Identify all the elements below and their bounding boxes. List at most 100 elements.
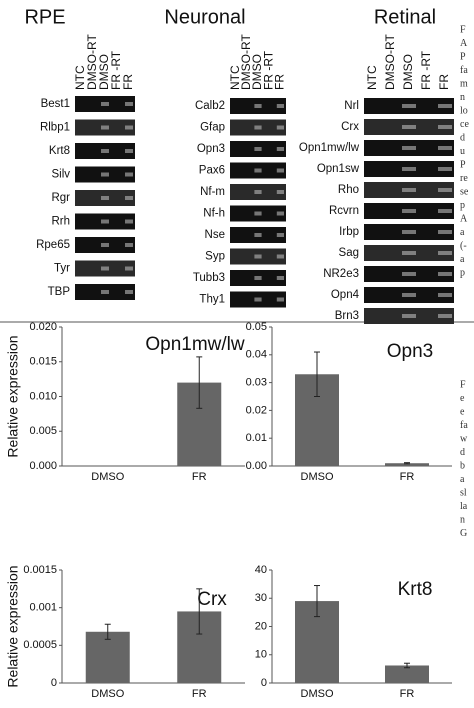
gel-band: [125, 243, 133, 247]
gel-title: Retinal: [374, 6, 436, 28]
y-tick-label: 0.005: [29, 425, 57, 437]
gel-band: [125, 102, 133, 106]
caption-fragment: A: [460, 213, 468, 224]
gel-band: [402, 209, 416, 213]
gel-band: [276, 276, 284, 280]
caption-fragment: re: [460, 173, 468, 184]
gene-label: Opn3: [197, 143, 225, 155]
lane-label: DMSO-RT: [383, 34, 397, 90]
gel-band: [254, 125, 262, 130]
gel-title: RPE: [24, 6, 65, 28]
gel-band: [254, 211, 262, 216]
caption-fragment: A: [460, 38, 468, 49]
x-tick-label: FR: [400, 471, 415, 483]
lane-label: DMSO-RT: [239, 34, 253, 90]
caption-fragment: sl: [460, 487, 467, 498]
caption-fragment: w: [460, 433, 468, 444]
gel-band: [402, 104, 416, 108]
gel-band: [254, 190, 262, 194]
error-bar: [196, 588, 203, 635]
gel-band: [402, 314, 416, 318]
x-tick-label: DMSO: [301, 471, 334, 483]
gene-label: Opn1sw: [317, 163, 360, 175]
gel-band: [101, 219, 109, 224]
lane-label: FR -RT: [109, 50, 123, 90]
gel-band: [101, 196, 109, 200]
gel-band: [101, 243, 109, 247]
gel-band: [125, 266, 133, 271]
gene-label: NR2e3: [323, 268, 359, 280]
error-bar: [314, 351, 320, 397]
lane-label: FR -RT: [261, 50, 275, 90]
lane-label: FR -RT: [419, 50, 433, 90]
y-axis-label: Relative expression: [5, 335, 21, 457]
gel-band: [438, 125, 452, 129]
lane-label: NTC: [365, 65, 379, 90]
y-tick-label: 20: [255, 620, 267, 632]
gene-label: Calb2: [195, 100, 225, 112]
y-axis-label: Relative expression: [5, 565, 21, 687]
y-tick-label: 10: [255, 649, 267, 661]
caption-fragment: G: [460, 528, 467, 539]
gene-label: Opn1mw/lw: [299, 142, 360, 154]
lane-label: DMSO: [97, 54, 111, 90]
lane-label: FR: [121, 74, 135, 90]
gel-band: [101, 125, 109, 130]
y-tick-label: 0.015: [29, 356, 57, 368]
caption-fragment: la: [460, 501, 468, 512]
gene-label: Sag: [339, 247, 359, 259]
gel-band: [438, 272, 452, 276]
gel-band: [276, 125, 284, 130]
y-tick-label: 0.05: [246, 321, 267, 333]
x-tick-label: FR: [192, 471, 207, 483]
gene-label: Tubb3: [193, 272, 225, 284]
lane-label: DMSO: [250, 54, 264, 90]
chart-title: Krt8: [398, 579, 433, 600]
gel-band: [254, 168, 262, 173]
gene-label: Crx: [341, 121, 359, 133]
gene-label: Pax6: [199, 165, 225, 177]
gene-label: Irbp: [339, 226, 359, 238]
chart-title: Opn3: [387, 341, 433, 362]
gel-band: [254, 276, 262, 280]
y-tick-label: 0.00: [246, 460, 267, 472]
gel-band: [254, 297, 262, 302]
y-tick-label: 0.0005: [23, 639, 57, 651]
gene-label: Nrl: [344, 100, 359, 112]
gel-band: [402, 125, 416, 129]
gel-band: [276, 297, 284, 302]
error-bar: [404, 662, 410, 669]
gene-label: Nf-h: [203, 208, 225, 220]
caption-fragment: lo: [460, 105, 468, 116]
lane-label: NTC: [73, 65, 87, 90]
caption-fragment: a: [460, 254, 465, 265]
y-tick-label: 0.0015: [23, 564, 57, 576]
gene-label: Krt8: [49, 145, 70, 157]
gene-label: Gfap: [200, 122, 225, 134]
lane-label: FR: [273, 74, 287, 90]
gene-label: Nf-m: [200, 186, 225, 198]
gene-label: Rpe65: [36, 239, 70, 251]
gel-band: [438, 188, 452, 192]
y-tick-label: 0.03: [246, 377, 267, 389]
gel-band: [402, 146, 416, 150]
gel-band: [254, 233, 262, 237]
lane-label: DMSO: [401, 54, 415, 90]
gel-band: [101, 102, 109, 106]
gel-band: [276, 104, 284, 108]
caption-fragment: P: [460, 51, 466, 62]
gel-band: [402, 188, 416, 192]
gel-band: [276, 211, 284, 216]
bar: [85, 631, 130, 683]
caption-fragment: m: [460, 78, 468, 89]
gel-band: [101, 266, 109, 271]
caption-fragment: P: [460, 159, 466, 170]
gel-band: [438, 146, 452, 150]
gel-band: [402, 293, 416, 297]
gel-band: [438, 167, 452, 171]
lane-label: NTC: [228, 65, 242, 90]
chart-title: Opn1mw/lw: [145, 334, 245, 355]
lane-label: FR: [437, 74, 451, 90]
error-bar: [314, 585, 320, 618]
